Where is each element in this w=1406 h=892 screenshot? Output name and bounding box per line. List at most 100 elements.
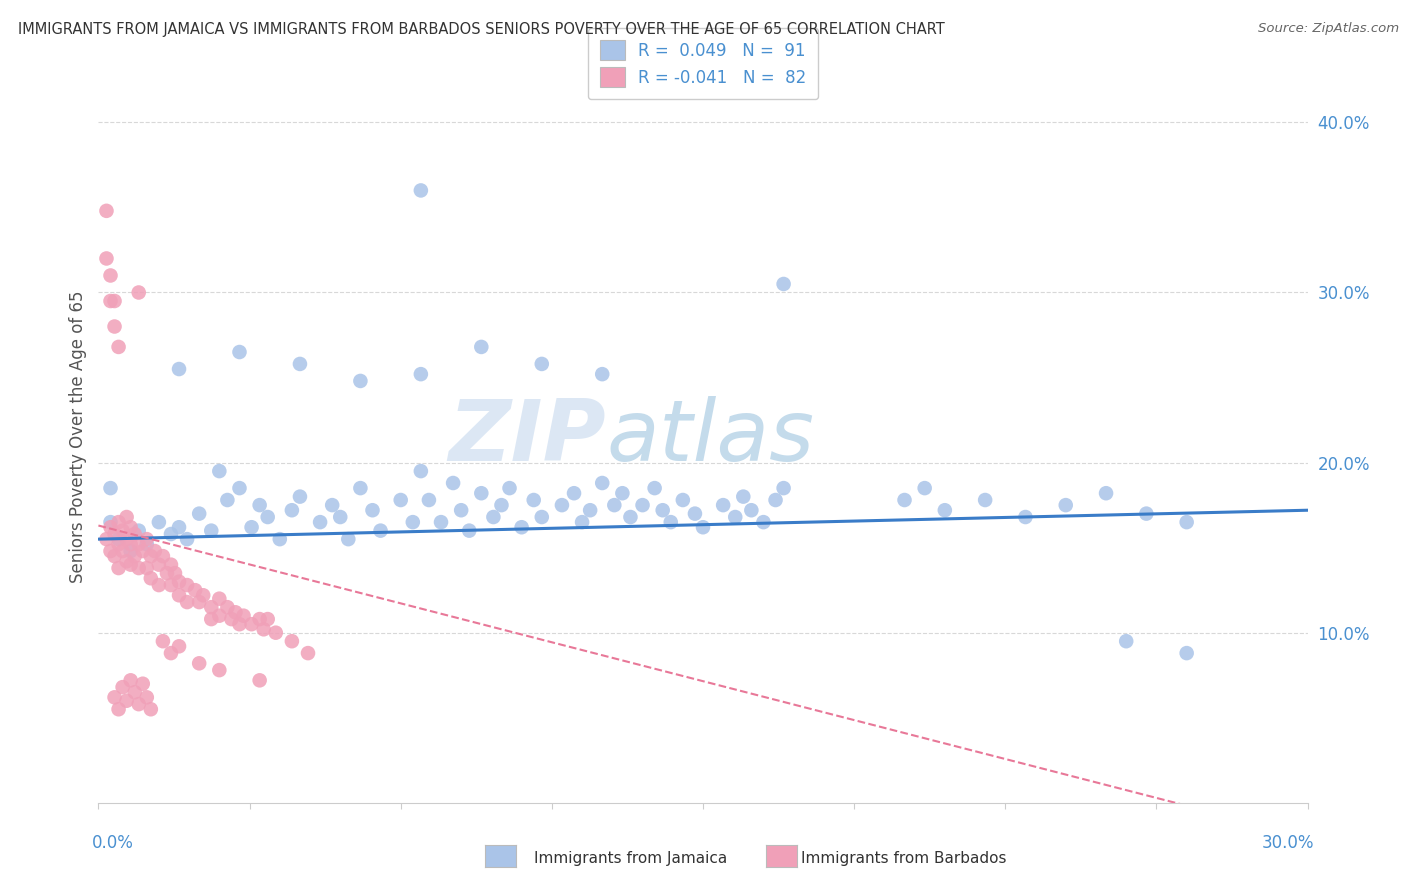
Point	[402, 515, 425, 529]
Point	[103, 549, 125, 563]
Point	[914, 481, 936, 495]
Text: IMMIGRANTS FROM JAMAICA VS IMMIGRANTS FROM BARBADOS SENIORS POVERTY OVER THE AGE: IMMIGRANTS FROM JAMAICA VS IMMIGRANTS FR…	[18, 22, 945, 37]
Text: ZIP: ZIP	[449, 395, 606, 479]
Point	[120, 520, 142, 534]
Point	[772, 481, 794, 495]
Point	[409, 464, 432, 478]
Point	[176, 532, 198, 546]
Point	[120, 544, 142, 558]
Point	[139, 702, 162, 716]
Point	[167, 640, 190, 654]
Point	[458, 524, 481, 538]
Text: Immigrants from Jamaica: Immigrants from Jamaica	[534, 851, 727, 865]
Point	[100, 481, 122, 495]
Point	[269, 532, 291, 546]
Point	[107, 537, 129, 551]
Point	[692, 520, 714, 534]
Point	[128, 537, 150, 551]
Point	[370, 524, 392, 538]
Point	[450, 503, 472, 517]
Point	[264, 625, 287, 640]
Point	[644, 481, 666, 495]
Point	[135, 532, 157, 546]
Point	[107, 340, 129, 354]
Point	[200, 600, 222, 615]
Point	[361, 503, 384, 517]
Point	[128, 524, 150, 538]
Point	[188, 595, 211, 609]
Point	[249, 673, 271, 688]
Point	[733, 490, 755, 504]
Point	[132, 677, 155, 691]
Point	[96, 203, 118, 218]
Point	[337, 532, 360, 546]
Point	[128, 697, 150, 711]
Point	[152, 549, 174, 563]
Point	[309, 515, 332, 529]
Point	[107, 561, 129, 575]
Point	[297, 646, 319, 660]
Point	[491, 498, 513, 512]
Point	[124, 549, 146, 563]
Point	[100, 268, 122, 283]
Point	[160, 578, 183, 592]
Point	[135, 690, 157, 705]
Point	[1175, 646, 1198, 660]
Point	[288, 490, 311, 504]
Point	[711, 498, 734, 512]
Point	[107, 515, 129, 529]
Point	[240, 520, 263, 534]
Point	[651, 503, 673, 517]
Point	[167, 574, 190, 589]
Point	[470, 340, 492, 354]
Point	[103, 293, 125, 308]
Point	[200, 612, 222, 626]
Point	[103, 690, 125, 705]
Point	[200, 524, 222, 538]
Point	[160, 558, 183, 572]
Point	[329, 510, 352, 524]
Point	[148, 515, 170, 529]
Point	[111, 524, 134, 538]
Point	[672, 493, 695, 508]
Point	[253, 622, 276, 636]
Point	[1115, 634, 1137, 648]
Point	[208, 591, 231, 606]
Point	[772, 277, 794, 291]
Text: atlas: atlas	[606, 395, 814, 479]
Point	[208, 608, 231, 623]
Point	[349, 374, 371, 388]
Point	[321, 498, 343, 512]
Point	[232, 608, 254, 623]
Point	[612, 486, 634, 500]
Point	[128, 285, 150, 300]
Text: Immigrants from Barbados: Immigrants from Barbados	[801, 851, 1007, 865]
Text: 30.0%: 30.0%	[1263, 834, 1315, 852]
Point	[591, 475, 613, 490]
Point	[156, 566, 179, 581]
Point	[1095, 486, 1118, 500]
Point	[430, 515, 453, 529]
Point	[740, 503, 762, 517]
Point	[128, 561, 150, 575]
Point	[409, 367, 432, 381]
Point	[184, 583, 207, 598]
Point	[256, 510, 278, 524]
Point	[124, 685, 146, 699]
Point	[389, 493, 412, 508]
Point	[228, 617, 250, 632]
Point	[100, 544, 122, 558]
Point	[124, 527, 146, 541]
Text: Source: ZipAtlas.com: Source: ZipAtlas.com	[1258, 22, 1399, 36]
Point	[551, 498, 574, 512]
Point	[143, 544, 166, 558]
Point	[139, 571, 162, 585]
Y-axis label: Seniors Poverty Over the Age of 65: Seniors Poverty Over the Age of 65	[69, 291, 87, 583]
Point	[1054, 498, 1077, 512]
Point	[103, 527, 125, 541]
Point	[100, 520, 122, 534]
Point	[603, 498, 626, 512]
Point	[349, 481, 371, 495]
Point	[765, 493, 787, 508]
Point	[631, 498, 654, 512]
